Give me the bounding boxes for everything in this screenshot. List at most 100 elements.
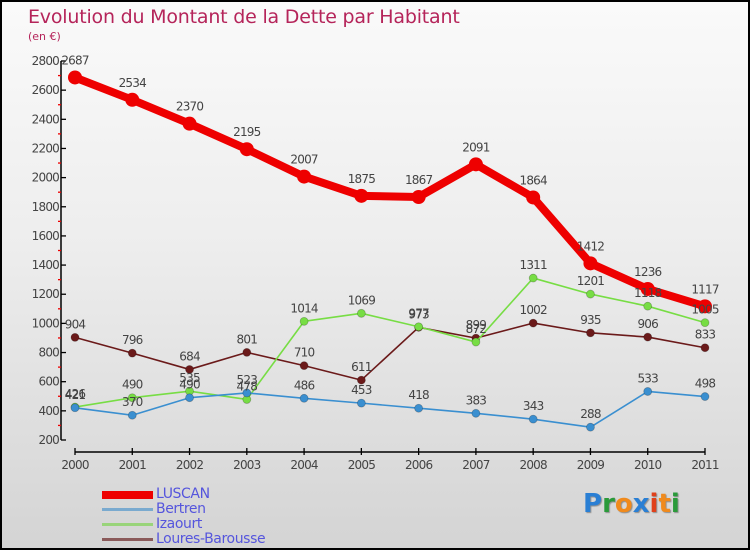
data-label-loures-barousse: 935	[580, 313, 601, 327]
data-label-loures-barousse: 611	[351, 360, 372, 374]
data-point-izaourt	[528, 273, 538, 283]
legend-swatch-luscan	[102, 490, 153, 499]
data-point-loures-barousse	[586, 328, 595, 338]
legend-swatch-loures-barousse	[102, 538, 153, 541]
data-label-luscan: 2370	[176, 100, 204, 114]
data-point-izaourt	[356, 308, 366, 318]
data-label-loures-barousse: 801	[237, 332, 258, 346]
data-label-loures-barousse: 899	[466, 318, 487, 332]
y-tick-label: 2800	[32, 54, 60, 68]
data-label-izaourt: 1069	[348, 293, 376, 307]
data-point-bertren	[185, 393, 194, 403]
chart-subtitle: (en €)	[28, 30, 61, 43]
data-label-luscan: 1117	[691, 282, 719, 296]
data-point-izaourt	[471, 337, 481, 347]
data-point-bertren	[414, 403, 424, 413]
data-label-bertren: 421	[65, 388, 86, 402]
data-label-luscan: 1236	[634, 265, 662, 279]
data-label-luscan: 2687	[61, 53, 89, 67]
data-label-izaourt: 1201	[577, 274, 605, 288]
data-point-loures-barousse	[299, 361, 309, 371]
data-point-bertren	[471, 408, 481, 418]
data-point-loures-barousse	[643, 332, 653, 342]
legend-item-bertren: Bertren	[102, 502, 265, 517]
data-label-izaourt: 426	[65, 387, 86, 401]
data-point-bertren	[643, 387, 653, 396]
data-label-loures-barousse: 1002	[520, 303, 548, 317]
y-tick-label: 1200	[32, 287, 60, 301]
x-tick-label: 2008	[520, 458, 548, 472]
y-tick-label: 2200	[32, 141, 60, 155]
legend-label-loures-barousse: Loures-Barousse	[156, 531, 266, 547]
data-labels: 904 796 684 801 710 611 973 899 1002 935 906 833 426…	[61, 53, 719, 421]
data-point-bertren	[70, 403, 80, 413]
data-label-izaourt: 977	[408, 307, 429, 321]
data-label-loures-barousse: 906	[637, 317, 658, 331]
data-point-luscan	[297, 169, 312, 184]
data-point-izaourt	[299, 316, 309, 326]
data-label-luscan: 2091	[462, 140, 490, 154]
y-tick-label: 1600	[32, 229, 60, 243]
y-tick-label: 2400	[32, 112, 60, 126]
x-tick-label: 2006	[405, 458, 433, 472]
data-point-luscan	[354, 188, 369, 203]
legend-label-bertren: Bertren	[156, 501, 206, 517]
y-tick-label: 2000	[32, 171, 60, 185]
y-tick-label: 1000	[32, 316, 60, 330]
data-point-luscan	[182, 116, 197, 131]
data-point-loures-barousse	[185, 365, 194, 374]
series-line-luscan	[71, 73, 709, 311]
series-line-loures-barousse	[74, 322, 706, 381]
data-label-izaourt: 490	[122, 378, 143, 392]
data-label-izaourt: 478	[237, 379, 258, 393]
data-label-bertren: 533	[637, 371, 658, 385]
legend-label-izaourt: Izaourt	[156, 516, 202, 532]
data-label-bertren: 343	[523, 399, 544, 413]
x-tick-label: 2011	[691, 458, 719, 472]
data-label-luscan: 2007	[290, 153, 318, 167]
logo-letter: P	[583, 489, 603, 519]
logo-letter: i	[649, 489, 659, 519]
data-point-izaourt	[586, 289, 595, 299]
data-point-izaourt	[414, 322, 424, 332]
legend-label-luscan: LUSCAN	[156, 486, 210, 502]
data-point-bertren	[242, 388, 252, 398]
data-label-loures-barousse: 796	[122, 333, 143, 347]
legend-item-luscan: LUSCAN	[102, 487, 265, 502]
legend-swatch-izaourt	[102, 523, 153, 526]
data-point-luscan	[239, 142, 254, 157]
logo-letter: x	[632, 489, 650, 519]
y-tick-label: 600	[38, 375, 59, 389]
data-point-bertren	[700, 392, 710, 401]
data-point-izaourt	[643, 301, 653, 311]
data-point-luscan	[640, 281, 655, 296]
data-point-loures-barousse	[127, 348, 137, 358]
x-tick-label: 2004	[290, 458, 318, 472]
data-label-luscan: 2534	[119, 76, 147, 90]
series-line-bertren	[74, 390, 706, 428]
data-point-izaourt	[700, 318, 710, 328]
logo-letter: t	[658, 489, 671, 519]
data-label-izaourt: 1311	[520, 258, 548, 272]
data-point-luscan	[411, 190, 426, 205]
x-tick-label: 2001	[119, 458, 147, 472]
data-point-loures-barousse	[356, 375, 366, 385]
x-tick-label: 2000	[61, 458, 89, 472]
data-point-luscan	[468, 157, 483, 172]
chart-title: Evolution du Montant de la Dette par Hab…	[28, 6, 460, 28]
data-label-luscan: 1867	[405, 173, 433, 187]
data-label-izaourt: 1014	[290, 301, 318, 315]
data-label-loures-barousse: 904	[65, 317, 86, 331]
axes: 200 400 600 800 1000 1200 1400 1600 1800 2000 2200…	[32, 54, 720, 472]
data-label-bertren: 486	[294, 378, 315, 392]
series-lines	[68, 70, 712, 432]
y-tick-label: 1800	[32, 200, 60, 214]
data-label-luscan: 1875	[348, 172, 376, 186]
data-label-luscan: 1412	[577, 239, 605, 253]
data-label-izaourt: 535	[179, 371, 200, 385]
x-tick-label: 2005	[348, 458, 376, 472]
data-point-luscan	[698, 299, 712, 314]
y-tick-label: 400	[38, 404, 59, 418]
data-label-loures-barousse: 833	[695, 328, 716, 342]
legend: LUSCAN Bertren Izaourt Loures-Barousse	[102, 487, 266, 547]
